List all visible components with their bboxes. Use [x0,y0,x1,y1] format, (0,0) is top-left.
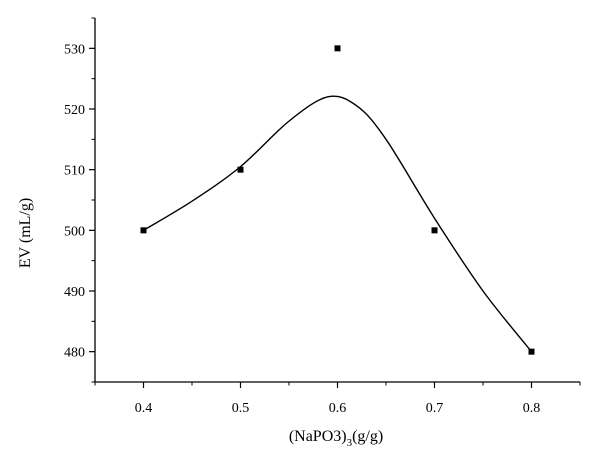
fit-curve-layer [143,95,533,353]
data-point [431,227,438,234]
x-tick-label: 0.7 [426,401,444,416]
x-axis-title-subscript: 3 [347,437,353,449]
data-point [528,348,535,355]
y-tick-label: 530 [64,42,85,57]
data-points-layer [140,45,535,355]
ticks-layer: 0.4 0.5 0.6 0.7 0.8 480 490 500 510 520 530 [64,17,581,416]
axes [94,18,580,383]
x-tick-label: 0.8 [523,401,541,416]
y-tick-label: 510 [64,164,85,179]
data-point [237,166,244,173]
fit-curve [143,95,533,353]
data-point [140,227,147,234]
x-tick-label: 0.4 [135,401,153,416]
y-tick-label: 520 [64,103,85,118]
x-tick-label: 0.5 [232,401,250,416]
y-axis-title: EV (mL/g) [17,198,34,268]
x-tick-label: 0.6 [329,401,347,416]
y-tick-label: 490 [64,285,85,300]
data-point [334,45,341,52]
x-axis-title: (NaPO3)3(g/g) [289,428,383,449]
x-axis-title-tail: (g/g) [352,428,383,445]
x-axis-title-main: (NaPO3) [289,428,347,445]
y-tick-label: 500 [64,224,85,239]
y-tick-label: 480 [64,346,85,361]
